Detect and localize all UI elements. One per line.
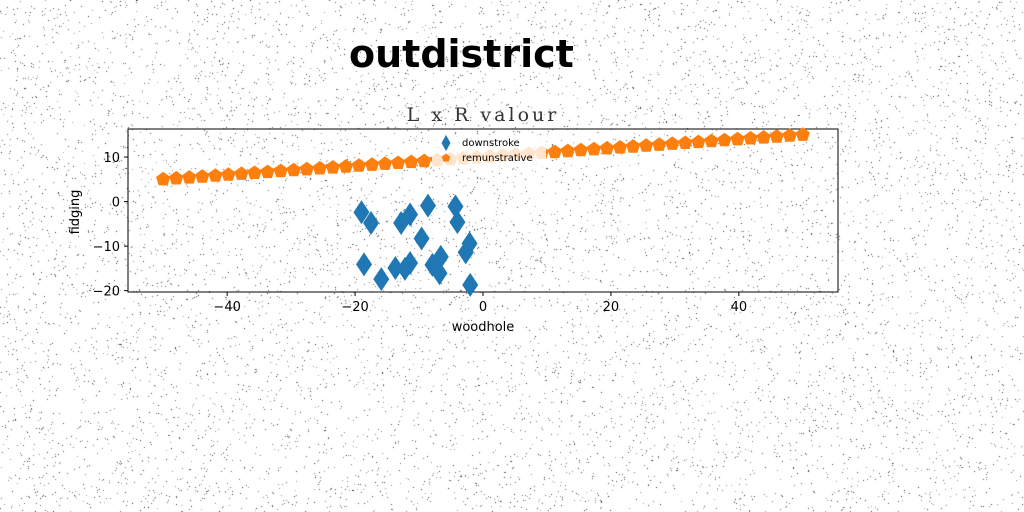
- point-remunstrative: [665, 136, 680, 150]
- point-remunstrative: [221, 167, 236, 181]
- y-tick-label: −10: [93, 240, 120, 255]
- point-remunstrative: [156, 171, 171, 186]
- point-remunstrative: [691, 134, 706, 149]
- point-remunstrative: [247, 165, 262, 179]
- point-remunstrative: [338, 159, 354, 173]
- point-remunstrative: [717, 132, 732, 147]
- point-remunstrative: [273, 163, 288, 178]
- point-downstroke: [373, 267, 390, 292]
- point-remunstrative: [547, 144, 562, 159]
- point-remunstrative: [364, 157, 380, 171]
- point-remunstrative: [169, 170, 184, 185]
- point-downstroke: [462, 272, 479, 297]
- point-remunstrative: [743, 130, 758, 145]
- point-downstroke: [432, 244, 449, 269]
- x-tick-label: −20: [341, 300, 368, 315]
- point-remunstrative: [351, 158, 367, 172]
- point-downstroke: [402, 202, 419, 227]
- x-tick-label: 40: [731, 300, 748, 315]
- y-axis-label: fidging: [68, 190, 83, 235]
- legend-label-downstroke: downstroke: [462, 138, 520, 149]
- point-remunstrative: [769, 129, 784, 143]
- legend-label-remunstrative: remunstrative: [462, 153, 533, 164]
- point-remunstrative: [260, 164, 275, 179]
- point-downstroke: [431, 261, 448, 286]
- x-tick-label: 0: [479, 300, 487, 315]
- y-tick-label: 10: [103, 151, 120, 166]
- point-remunstrative: [234, 166, 249, 180]
- point-remunstrative: [612, 140, 628, 154]
- point-downstroke: [449, 210, 466, 235]
- point-downstroke: [353, 200, 370, 225]
- point-remunstrative: [626, 139, 641, 153]
- point-remunstrative: [391, 155, 406, 169]
- point-downstroke: [363, 210, 380, 235]
- point-remunstrative: [782, 128, 797, 142]
- point-remunstrative: [756, 130, 771, 144]
- point-remunstrative: [652, 137, 667, 151]
- page-title: outdistrict: [349, 32, 574, 76]
- point-remunstrative: [312, 160, 327, 175]
- point-remunstrative: [378, 156, 393, 170]
- point-remunstrative: [325, 160, 340, 174]
- legend-marker-downstroke: [441, 135, 451, 151]
- x-axis-label: woodhole: [452, 320, 515, 335]
- point-remunstrative: [404, 154, 419, 169]
- legend-marker-remunstrative: [441, 153, 451, 162]
- point-remunstrative: [730, 131, 745, 146]
- point-downstroke: [402, 251, 419, 276]
- legend-background: [432, 135, 546, 167]
- point-remunstrative: [678, 135, 693, 149]
- chart-title: L x R valour: [407, 104, 560, 126]
- x-tick-label: −40: [213, 300, 240, 315]
- x-axis: −40 −20 0 20 40: [213, 292, 747, 315]
- point-remunstrative: [560, 143, 575, 158]
- y-tick-label: 0: [112, 196, 120, 211]
- point-remunstrative: [299, 161, 314, 176]
- point-remunstrative: [182, 170, 197, 184]
- x-tick-label: 20: [603, 300, 620, 315]
- y-tick-label: −20: [93, 285, 120, 300]
- point-remunstrative: [417, 153, 432, 168]
- point-remunstrative: [639, 138, 654, 152]
- point-remunstrative: [704, 133, 719, 148]
- point-downstroke: [387, 255, 404, 280]
- point-remunstrative: [586, 141, 602, 156]
- point-downstroke: [356, 252, 373, 277]
- point-downstroke: [419, 193, 436, 218]
- point-downstroke: [461, 231, 478, 256]
- point-downstroke: [413, 226, 430, 251]
- point-remunstrative: [573, 142, 588, 157]
- point-remunstrative: [208, 168, 223, 182]
- point-remunstrative: [599, 140, 615, 155]
- y-axis: −20 −10 0 10: [93, 151, 128, 300]
- legend: downstroke remunstrative: [432, 135, 546, 167]
- point-remunstrative: [195, 169, 210, 183]
- point-downstroke: [447, 194, 464, 219]
- point-remunstrative: [795, 127, 810, 141]
- series-downstroke: [353, 193, 479, 297]
- point-remunstrative: [286, 162, 301, 177]
